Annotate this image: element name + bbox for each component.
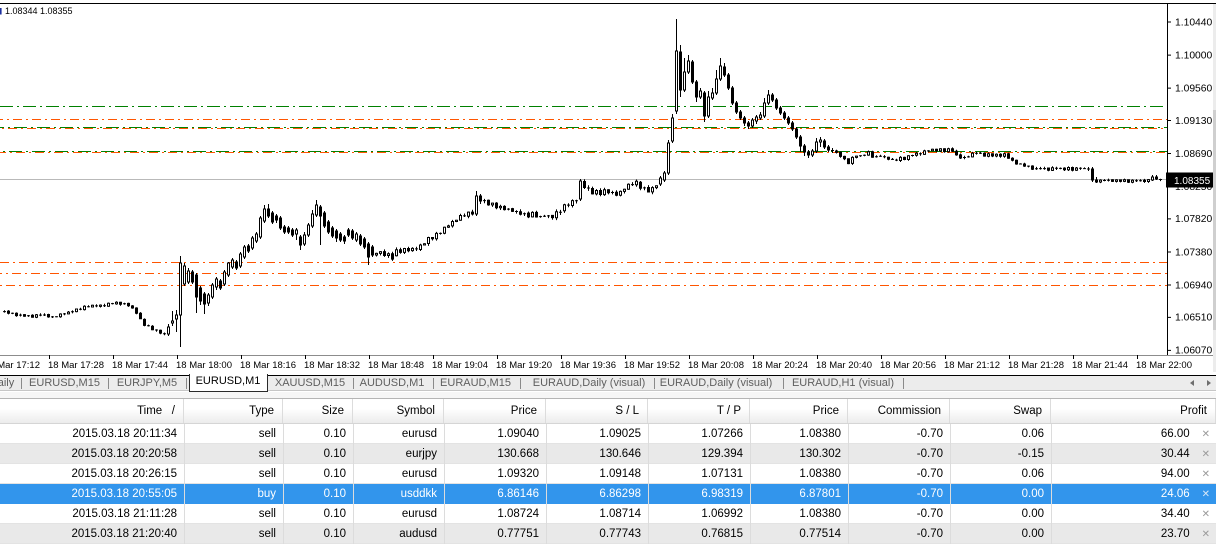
svg-text:1.07820: 1.07820 (1175, 214, 1212, 225)
svg-text:18 Mar 20:56: 18 Mar 20:56 (880, 360, 936, 371)
svg-text:1.10440: 1.10440 (1175, 17, 1212, 28)
svg-text:18 Mar 18:48: 18 Mar 18:48 (368, 360, 424, 371)
svg-text:18 Mar 21:44: 18 Mar 21:44 (1072, 360, 1128, 371)
svg-text:18 Mar 19:52: 18 Mar 19:52 (624, 360, 680, 371)
svg-text:1.07380: 1.07380 (1175, 247, 1212, 258)
svg-text:18 Mar 18:00: 18 Mar 18:00 (176, 360, 232, 371)
svg-text:18 Mar 18:32: 18 Mar 18:32 (304, 360, 360, 371)
svg-text:1.08344 1.08355: 1.08344 1.08355 (5, 6, 73, 16)
svg-text:18 Mar 17:12: 18 Mar 17:12 (0, 360, 40, 371)
svg-text:18 Mar 18:16: 18 Mar 18:16 (240, 360, 296, 371)
svg-text:1.06940: 1.06940 (1175, 280, 1212, 291)
svg-text:1.06510: 1.06510 (1175, 313, 1212, 324)
svg-text:1.06070: 1.06070 (1175, 346, 1212, 357)
svg-text:18 Mar 21:12: 18 Mar 21:12 (944, 360, 1000, 371)
svg-text:1.09130: 1.09130 (1175, 116, 1212, 127)
svg-text:18 Mar 19:36: 18 Mar 19:36 (560, 360, 616, 371)
svg-text:18 Mar 22:00: 18 Mar 22:00 (1136, 360, 1192, 371)
svg-text:18 Mar 20:08: 18 Mar 20:08 (688, 360, 744, 371)
svg-text:18 Mar 19:20: 18 Mar 19:20 (496, 360, 552, 371)
svg-text:1.10000: 1.10000 (1175, 50, 1212, 61)
svg-text:1.08355: 1.08355 (1174, 176, 1211, 187)
svg-text:1.08690: 1.08690 (1175, 149, 1212, 160)
svg-text:18 Mar 17:28: 18 Mar 17:28 (48, 360, 104, 371)
svg-text:18 Mar 19:04: 18 Mar 19:04 (432, 360, 488, 371)
svg-text:18 Mar 21:28: 18 Mar 21:28 (1008, 360, 1064, 371)
svg-text:18 Mar 20:40: 18 Mar 20:40 (816, 360, 872, 371)
svg-text:1.09560: 1.09560 (1175, 83, 1212, 94)
svg-text:18 Mar 17:44: 18 Mar 17:44 (112, 360, 168, 371)
svg-text:18 Mar 20:24: 18 Mar 20:24 (752, 360, 808, 371)
